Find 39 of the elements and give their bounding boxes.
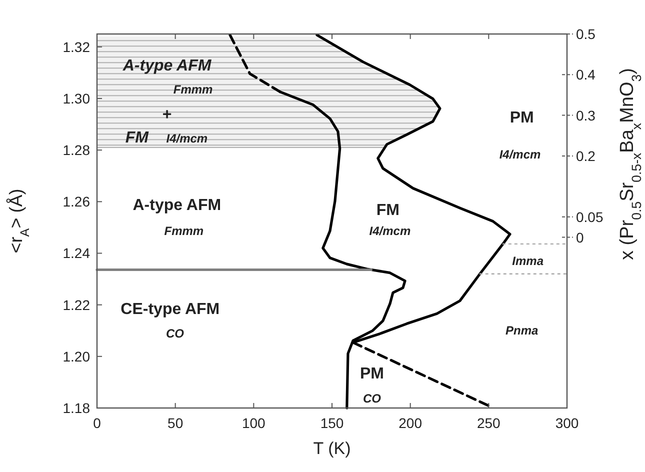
- annotation: Fmmm: [164, 224, 204, 238]
- x-tick-label: 300: [555, 415, 579, 431]
- y-tick-label: 1.24: [62, 245, 90, 262]
- annotation: A-type AFM: [132, 197, 222, 214]
- y2-tick-label: 0.2: [576, 148, 596, 164]
- y-tick-label: 1.18: [62, 400, 90, 416]
- x-tick-label: 100: [242, 415, 266, 431]
- y-tick-label: 1.32: [62, 38, 90, 55]
- annotation: I4/mcm: [166, 131, 208, 146]
- x-tick-label: 0: [93, 415, 102, 431]
- annotation: Fmmm: [173, 82, 214, 97]
- x-axis-title: T (K): [313, 439, 351, 458]
- y-tick-label: 1.20: [62, 348, 90, 364]
- annotation: I4/mcm: [499, 147, 542, 162]
- annotation: CO: [362, 391, 382, 406]
- x-tick-label: 150: [320, 415, 344, 431]
- annotation: FM: [376, 202, 400, 220]
- y2-tick-label: 0.4: [576, 66, 596, 83]
- annotation: Imma: [512, 254, 544, 268]
- annotation: FM: [125, 129, 150, 146]
- annotation: PM: [360, 365, 384, 382]
- x-tick-label: 250: [476, 415, 501, 431]
- annotation: CO: [166, 326, 185, 341]
- y2-tick-label: 0.05: [576, 208, 604, 225]
- y-tick-label: 1.30: [62, 90, 90, 106]
- annotation: CE-type AFM: [120, 300, 220, 318]
- y2-tick-label: 0.3: [576, 107, 596, 124]
- x-tick-label: 200: [398, 415, 422, 431]
- y-tick-label: 1.26: [62, 194, 90, 210]
- annotation: A-type AFM: [122, 58, 212, 75]
- y-tick-label: 1.22: [62, 296, 90, 313]
- annotation: +: [162, 106, 172, 124]
- annotation: Pnma: [506, 324, 539, 338]
- y-tick-label: 1.28: [62, 142, 90, 158]
- y2-tick-label: 0: [576, 229, 584, 246]
- y2-tick-label: 0.5: [576, 26, 596, 42]
- annotation: PM: [510, 110, 534, 127]
- x-tick-label: 50: [168, 415, 184, 431]
- annotation: I4/mcm: [369, 224, 411, 238]
